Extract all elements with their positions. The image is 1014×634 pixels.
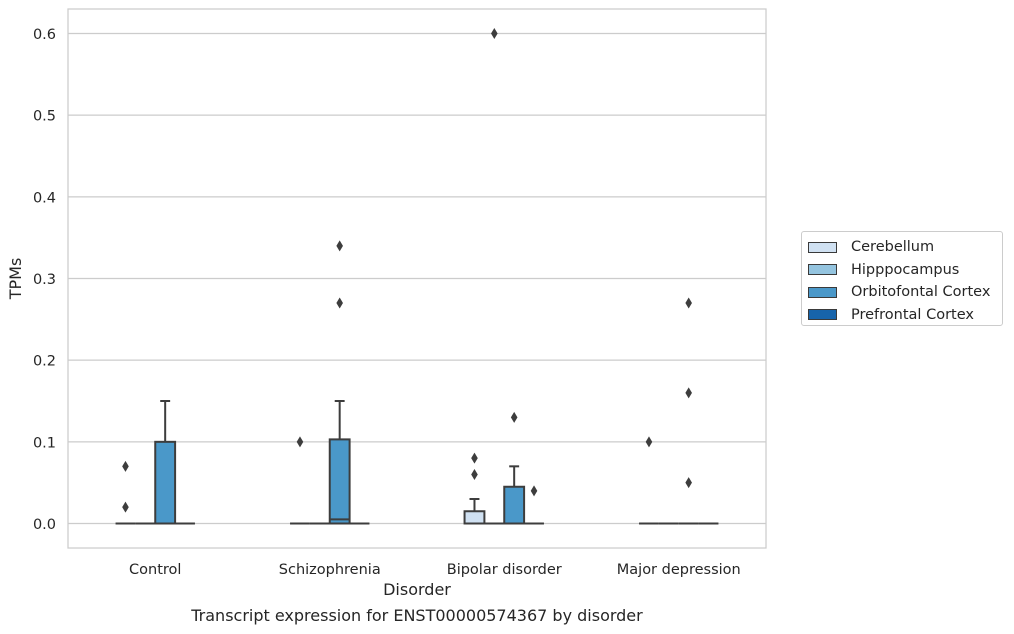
legend-swatch-hippocampus <box>808 264 837 276</box>
box-group <box>328 240 351 525</box>
box-group <box>115 460 136 525</box>
x-axis-label: Disorder <box>383 580 451 599</box>
x-tick-label: Schizophrenia <box>279 562 381 578</box>
outlier-point <box>685 477 692 489</box>
y-tick-label: 0.6 <box>33 27 56 43</box>
chart-caption: Transcript expression for ENST0000057436… <box>191 606 643 625</box>
box-group <box>524 485 544 525</box>
x-tick-label: Bipolar disorder <box>447 562 562 578</box>
outlier-point <box>122 501 129 513</box>
legend-label-orbitofrontal-cortex: Orbitofontal Cortex <box>851 284 991 301</box>
outlier-point <box>685 387 692 399</box>
legend-label-hippocampus: Hipppocampus <box>851 261 960 278</box>
box-group <box>678 297 699 525</box>
box-group <box>503 411 526 525</box>
outlier-point <box>336 240 343 252</box>
box-body <box>154 440 177 525</box>
legend-swatch-prefrontal-cortex <box>808 309 837 321</box>
y-tick-label: 0.3 <box>33 272 56 288</box>
legend-item-orbitofrontal-cortex: Orbitofontal Cortex <box>808 281 1002 304</box>
legend-label-cerebellum: Cerebellum <box>851 239 935 256</box>
outlier-point <box>471 452 478 464</box>
y-tick-label: 0.0 <box>33 517 56 533</box>
outlier-point <box>336 297 343 309</box>
box-group <box>484 28 505 525</box>
outlier-point <box>491 28 498 39</box>
box-group <box>154 400 177 525</box>
box-body <box>328 438 351 525</box>
marks-layer <box>115 28 719 525</box>
box-group <box>639 436 659 525</box>
box-body <box>463 510 486 525</box>
outlier-point <box>122 460 129 472</box>
outlier-point <box>685 297 692 309</box>
y-tick-label: 0.4 <box>33 190 56 206</box>
legend-item-hippocampus: Hipppocampus <box>808 259 1002 282</box>
legend-item-cerebellum: Cerebellum <box>808 236 1002 259</box>
legend: Cerebellum Hipppocampus Orbitofontal Cor… <box>801 231 1003 326</box>
y-axis-label: TPMs <box>6 258 25 301</box>
outlier-point <box>510 411 518 423</box>
legend-swatch-orbitofrontal-cortex <box>808 286 837 298</box>
box-group <box>463 452 486 525</box>
outlier-point <box>645 436 653 448</box>
y-tick-label: 0.1 <box>33 435 56 451</box>
box-body <box>503 485 526 525</box>
outlier-point <box>471 469 478 480</box>
y-tick-label: 0.5 <box>33 109 56 125</box>
labels-layer: 0.0 0.1 0.2 0.3 0.4 0.5 0.6 Control Schizophreni… <box>33 27 741 578</box>
outlier-point <box>530 485 538 497</box>
legend-label-prefrontal-cortex: Prefrontal Cortex <box>851 306 974 323</box>
x-tick-label: Control <box>129 562 181 578</box>
box-group <box>290 436 310 525</box>
plot-frame <box>67 8 767 549</box>
y-tick-label: 0.2 <box>33 354 56 370</box>
grid-layer <box>68 32 766 525</box>
legend-swatch-cerebellum <box>808 241 837 253</box>
legend-item-prefrontal-cortex: Prefrontal Cortex <box>808 304 1002 327</box>
x-tick-label: Major depression <box>617 562 741 578</box>
outlier-point <box>296 436 304 448</box>
